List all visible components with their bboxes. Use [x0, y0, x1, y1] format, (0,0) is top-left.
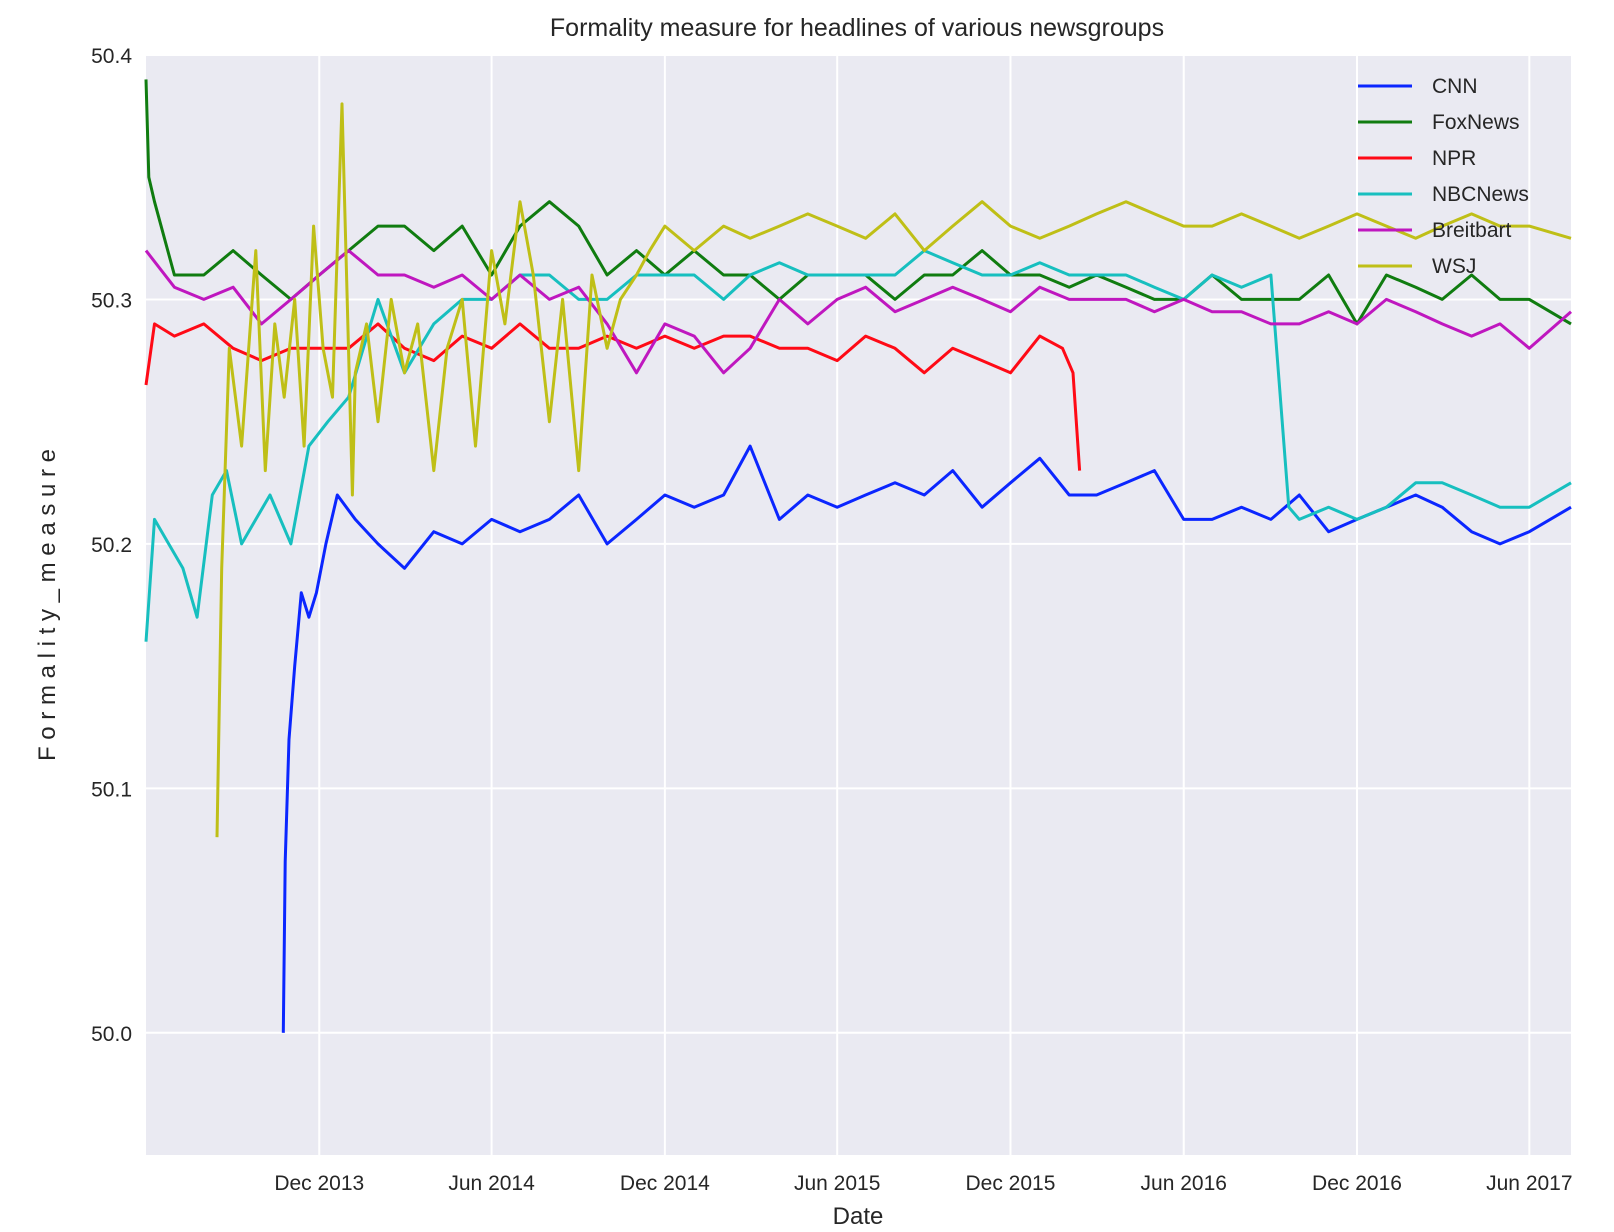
legend-label-npr: NPR [1432, 147, 1476, 170]
x-tick-label: Jun 2014 [448, 1172, 535, 1195]
y-tick-label: 50.4 [91, 45, 132, 68]
legend-label-cnn: CNN [1432, 75, 1478, 98]
x-tick-label: Dec 2016 [1312, 1172, 1402, 1195]
plot-area [146, 55, 1571, 1155]
y-tick-labels: 50.0 50.1 50.2 50.3 50.4 [91, 45, 132, 1046]
x-tick-label: Dec 2013 [274, 1172, 364, 1195]
series-line-breitbart [144, 249, 1572, 375]
series-line-npr [144, 322, 1082, 471]
x-tick-label: Jun 2016 [1141, 1172, 1227, 1195]
legend-label-foxnews: FoxNews [1432, 111, 1520, 134]
x-tick-label: Dec 2015 [966, 1172, 1056, 1195]
legend-label-wsj: WSJ [1432, 255, 1476, 278]
legend-label-nbcnews: NBCNews [1432, 183, 1529, 206]
x-tick-label: Jun 2017 [1486, 1172, 1572, 1195]
y-axis-label: F o r m a l i t y _ m e a s u r e [34, 449, 61, 761]
x-axis-label: Date [833, 1203, 884, 1230]
legend: CNN FoxNews NPR NBCNews Breitbart WSJ [1358, 75, 1529, 278]
grid [146, 54, 1571, 1155]
y-tick-label: 50.0 [91, 1023, 132, 1046]
chart-title: Formality measure for headlines of vario… [550, 14, 1164, 42]
series-line-nbcnews [144, 249, 1572, 642]
series-line-wsj [215, 102, 1572, 838]
x-tick-label: Jun 2015 [794, 1172, 880, 1195]
y-tick-label: 50.3 [91, 289, 132, 312]
series-lines [144, 79, 1572, 1033]
x-tick-labels: Dec 2013 Jun 2014 Dec 2014 Jun 2015 Dec 2015… [274, 1172, 1572, 1195]
y-tick-label: 50.1 [91, 778, 132, 801]
legend-label-breitbart: Breitbart [1432, 219, 1512, 242]
x-tick-label: Dec 2014 [620, 1172, 710, 1195]
y-tick-label: 50.2 [91, 534, 132, 557]
